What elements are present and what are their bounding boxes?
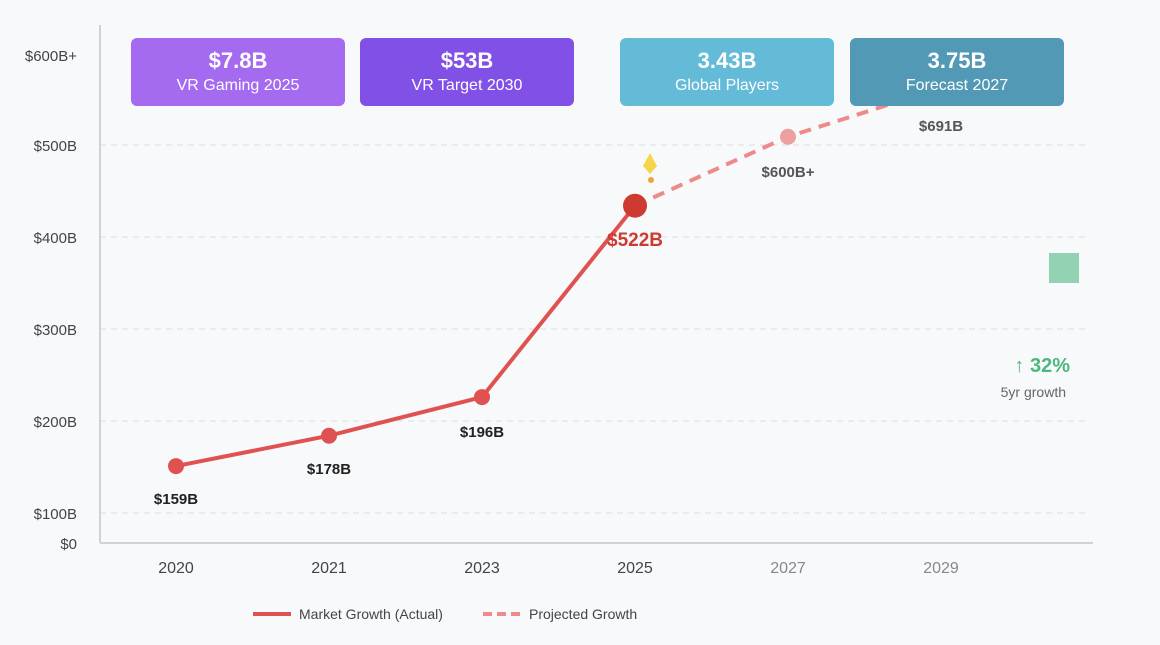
y-tick-label: $200B bbox=[34, 414, 77, 431]
data-label: $178B bbox=[307, 461, 351, 478]
stat-card-global-players: 3.43B Global Players bbox=[620, 38, 834, 106]
stat-value: $53B bbox=[440, 48, 494, 73]
data-point-projected bbox=[780, 128, 796, 145]
x-tick-label: 2025 bbox=[617, 560, 653, 577]
y-tick-label: $500B bbox=[34, 138, 77, 155]
stat-card-forecast: 3.75B Forecast 2027 bbox=[850, 38, 1064, 106]
x-tick-label: 2021 bbox=[311, 560, 347, 577]
data-label: $691B bbox=[919, 118, 963, 135]
data-label: $159B bbox=[154, 491, 198, 508]
stat-value: $7.8B bbox=[208, 48, 268, 73]
data-point bbox=[474, 389, 490, 406]
growth-value: ↑ 32% bbox=[1014, 355, 1070, 377]
stat-label: Forecast 2027 bbox=[905, 77, 1009, 94]
stat-card-vr-target: $53B VR Target 2030 bbox=[360, 38, 574, 106]
stat-label: VR Gaming 2025 bbox=[176, 77, 300, 94]
data-label: $522B bbox=[607, 230, 663, 251]
y-tick-label: $100B bbox=[34, 506, 77, 523]
x-tick-label: 2020 bbox=[158, 560, 194, 577]
x-tick-label: 2023 bbox=[464, 560, 500, 577]
highlight-dot bbox=[648, 177, 654, 183]
stat-value: 3.75B bbox=[927, 48, 987, 73]
data-point bbox=[623, 193, 647, 218]
legend-label-actual: Market Growth (Actual) bbox=[299, 606, 443, 622]
highlight-diamond-icon bbox=[643, 153, 657, 174]
y-tick-label: $400B bbox=[34, 230, 77, 247]
y-tick-label: $300B bbox=[34, 322, 77, 339]
stat-value: 3.43B bbox=[697, 48, 757, 73]
legend-label-projected: Projected Growth bbox=[529, 606, 637, 622]
x-tick-label: 2027 bbox=[770, 560, 806, 577]
stat-label: VR Target 2030 bbox=[411, 77, 523, 94]
growth-indicator-square bbox=[1049, 253, 1079, 283]
stat-card-vr-gaming: $7.8B VR Gaming 2025 bbox=[131, 38, 345, 106]
y-tick-label: $0 bbox=[60, 536, 77, 553]
data-label: $600B+ bbox=[762, 164, 815, 181]
data-label: $196B bbox=[460, 424, 504, 441]
growth-label: 5yr growth bbox=[1000, 384, 1066, 400]
y-tick-label: $600B+ bbox=[25, 48, 77, 65]
stat-label: Global Players bbox=[674, 77, 780, 94]
x-tick-label: 2029 bbox=[923, 560, 959, 577]
data-point bbox=[321, 427, 337, 444]
actual-line bbox=[175, 204, 637, 469]
data-point bbox=[168, 458, 184, 475]
